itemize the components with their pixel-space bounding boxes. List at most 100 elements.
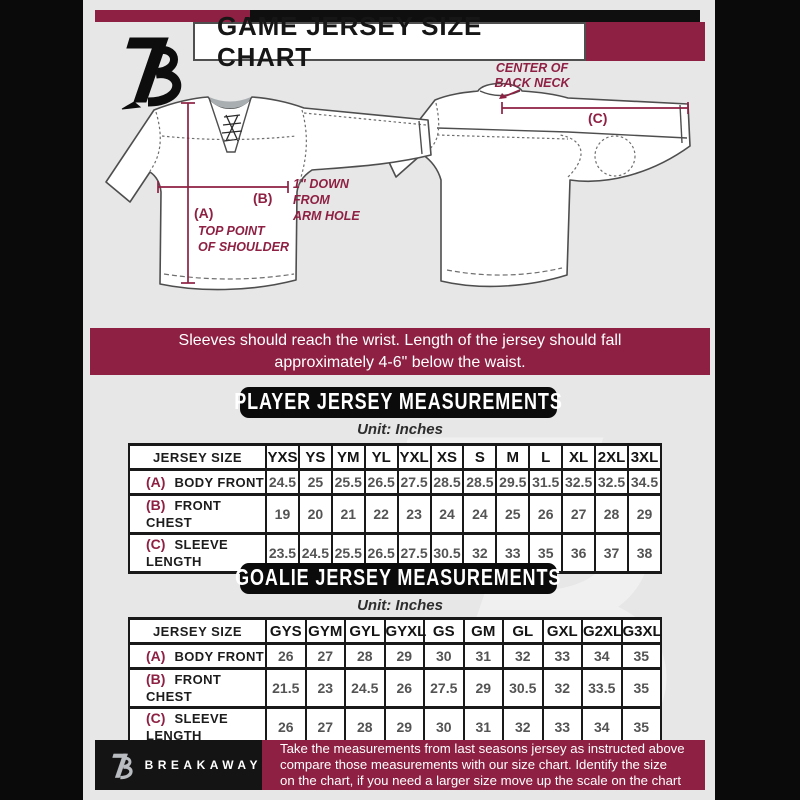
measurement-value-cell: 25 xyxy=(495,493,531,535)
measurement-label: SLEEVE LENGTH xyxy=(146,537,229,569)
label-b-text-1: 1" DOWN xyxy=(293,177,350,191)
measurement-value-cell: 31 xyxy=(462,642,504,670)
measurement-key: (A) xyxy=(146,473,166,490)
measurement-value-cell: 29 xyxy=(626,493,663,535)
goalie-measurements-table: JERSEY SIZE GYS GYM GYL GYXL GS GM GL GXL G2XL G3… xyxy=(128,617,662,748)
size-column-header: GYM xyxy=(304,617,346,645)
label-b: (B) xyxy=(253,190,272,206)
measurement-row: (A) BODY FRONT 24.5 25 25.5 26.5 27.5 28.5 28.5 2… xyxy=(128,468,663,496)
measurement-key: (C) xyxy=(146,536,166,552)
size-column-header: GYL xyxy=(344,617,386,645)
measurement-value-cell: 28 xyxy=(344,642,386,670)
size-header-row: JERSEY SIZE GYS GYM GYL GYXL GS GM GL GXL G2XL G3… xyxy=(128,617,662,645)
title-banner: GAME JERSEY SIZE CHART xyxy=(193,11,586,72)
measurement-value-cell: 24.5 xyxy=(344,667,386,709)
fit-notice-banner: Sleeves should reach the wrist. Length o… xyxy=(90,328,710,375)
measurement-row-label: (B) FRONT CHEST xyxy=(128,493,267,535)
measurement-value-cell: 25 xyxy=(297,468,333,496)
jersey-size-header-cell: JERSEY SIZE xyxy=(128,443,267,471)
size-column-header: GXL xyxy=(541,617,583,645)
size-column-header: G3XL xyxy=(620,617,662,645)
measurement-value-cell: 23 xyxy=(396,493,432,535)
measurement-row-label: (A) BODY FRONT xyxy=(128,468,267,496)
label-b-text-3: ARM HOLE xyxy=(292,209,360,223)
measurement-value-cell: 37 xyxy=(594,532,629,574)
measurement-value-cell: 28 xyxy=(594,493,629,535)
measurement-value-cell: 33 xyxy=(541,642,583,670)
measurement-value-cell: 24 xyxy=(429,493,465,535)
footer-instructions-line-2: compare those measurements with our size… xyxy=(280,756,668,772)
footer-brand-name: BREAKAWAY xyxy=(144,758,262,772)
measurement-key: (C) xyxy=(146,710,166,726)
measurement-label: SLEEVE LENGTH xyxy=(146,711,229,743)
jersey-diagrams: (A) TOP POINT OF SHOULDER (B) 1" DOWN FR… xyxy=(105,61,691,291)
measurement-value-cell: 24.5 xyxy=(265,468,300,496)
fit-notice-line-1: Sleeves should reach the wrist. Length o… xyxy=(178,331,622,349)
measurement-value-cell: 31.5 xyxy=(528,468,564,496)
fit-notice-line-2: approximately 4-6" below the waist. xyxy=(274,353,526,371)
label-c-text-2: BACK NECK xyxy=(495,76,571,90)
measurement-value-cell: 21.5 xyxy=(265,667,307,709)
measurement-value-cell: 26 xyxy=(383,667,425,709)
measurement-value-cell: 30 xyxy=(423,642,465,670)
measurement-value-cell: 29.5 xyxy=(495,468,531,496)
player-measurements-table: JERSEY SIZE YXS YS YM YL YXL XS S M L XL 2XL 3XL (A… xyxy=(128,443,663,574)
measurement-value-cell: 19 xyxy=(265,493,300,535)
measurement-value-cell: 32.5 xyxy=(594,468,629,496)
measurement-value-cell: 22 xyxy=(363,493,399,535)
footer-brand-box: BREAKAWAY xyxy=(95,740,262,790)
measurement-value-cell: 28.5 xyxy=(462,468,498,496)
size-column-header: XS xyxy=(429,443,465,471)
left-black-bar xyxy=(0,0,83,800)
label-c-text-1: CENTER OF xyxy=(496,61,569,75)
measurement-value-cell: 26 xyxy=(528,493,564,535)
size-column-header: S xyxy=(462,443,498,471)
size-column-header: M xyxy=(495,443,531,471)
measurement-value-cell: 26 xyxy=(265,642,307,670)
measurement-value-cell: 27.5 xyxy=(423,667,465,709)
jersey-size-header-cell: JERSEY SIZE xyxy=(128,617,267,645)
size-header-row: JERSEY SIZE YXS YS YM YL YXL XS S M L XL 2XL 3XL xyxy=(128,443,663,471)
measurement-value-cell: 27.5 xyxy=(396,468,432,496)
goalie-unit-label: Unit: Inches xyxy=(357,597,443,614)
measurement-value-cell: 38 xyxy=(626,532,663,574)
measurement-row-label: (C) SLEEVE LENGTH xyxy=(128,532,267,574)
player-section-title: PLAYER JERSEY MEASUREMENTS xyxy=(234,389,563,415)
page-title: GAME JERSEY SIZE CHART xyxy=(217,10,483,72)
size-column-header: 2XL xyxy=(594,443,629,471)
measurement-value-cell: 34.5 xyxy=(626,468,663,496)
measurement-annotations: (A) TOP POINT OF SHOULDER (B) 1" DOWN FR… xyxy=(157,61,689,284)
measurement-row: (B) FRONT CHEST 21.5 23 24.5 26 27.5 29 30.5 32 33… xyxy=(128,667,662,709)
footer-instructions: Take the measurements from last seasons … xyxy=(262,740,705,790)
measurement-value-cell: 32 xyxy=(541,667,583,709)
size-column-header: YL xyxy=(363,443,399,471)
size-column-header: YXL xyxy=(396,443,432,471)
measurement-label: FRONT CHEST xyxy=(146,672,222,704)
measurement-value-cell: 33.5 xyxy=(581,667,623,709)
title-maroon-block xyxy=(586,22,705,61)
size-column-header: GL xyxy=(502,617,544,645)
top-accent-black xyxy=(250,10,700,22)
measurement-value-cell: 26.5 xyxy=(363,468,399,496)
label-c: (C) xyxy=(588,110,607,126)
measurement-value-cell: 35 xyxy=(620,667,662,709)
measurement-value-cell: 29 xyxy=(462,667,504,709)
footer-instructions-line-1: Take the measurements from last seasons … xyxy=(280,740,685,756)
size-column-header: 3XL xyxy=(626,443,663,471)
measurement-value-cell: 21 xyxy=(330,493,366,535)
measurement-key: (B) xyxy=(146,671,166,687)
measurement-value-cell: 25.5 xyxy=(330,468,366,496)
measurement-value-cell: 29 xyxy=(383,642,425,670)
size-column-header: GM xyxy=(462,617,504,645)
measurement-value-cell: 32.5 xyxy=(561,468,597,496)
label-a-text-1: TOP POINT xyxy=(198,224,266,238)
right-black-bar xyxy=(715,0,800,800)
breakaway-logo-small-icon xyxy=(112,753,133,780)
player-section-header: PLAYER JERSEY MEASUREMENTS xyxy=(234,387,562,418)
label-b-text-2: FROM xyxy=(293,193,330,207)
size-column-header: G2XL xyxy=(581,617,623,645)
size-column-header: XL xyxy=(561,443,597,471)
measurement-label: BODY FRONT xyxy=(174,648,265,664)
measurement-row-label: (A) BODY FRONT xyxy=(128,642,267,670)
